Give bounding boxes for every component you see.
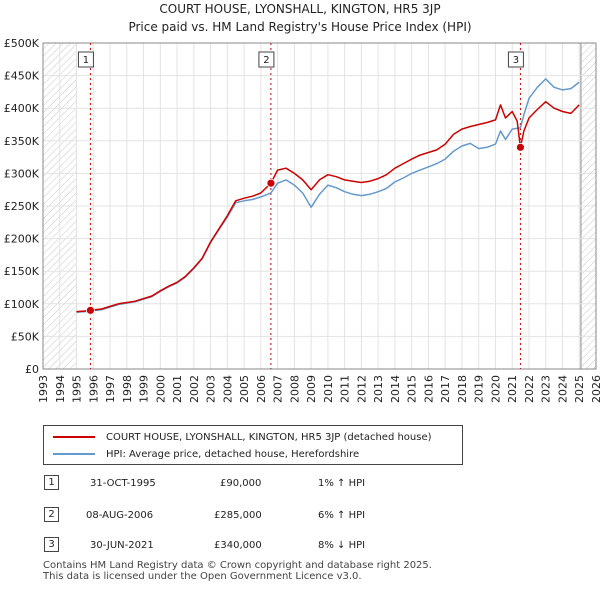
transaction-hpi-change: 1% ↑ HPI	[318, 478, 366, 489]
x-tick-label: 2023	[540, 375, 553, 403]
transaction-number-badge: 3	[44, 537, 59, 552]
legend: COURT HOUSE, LYONSHALL, KINGTON, HR5 3JP…	[43, 425, 463, 465]
transaction-row: 2 08-AUG-2006 £285,000 6% ↑ HPI	[0, 507, 600, 527]
x-tick-label: 2021	[506, 375, 519, 403]
x-tick-label: 2019	[473, 375, 486, 403]
legend-item-hpi: HPI: Average price, detached house, Here…	[53, 447, 359, 461]
x-tick-label: 2026	[590, 375, 600, 403]
x-tick-label: 2017	[439, 375, 452, 403]
price-chart: COURT HOUSE, LYONSHALL, KINGTON, HR5 3JP…	[4, 2, 600, 403]
y-tick-label: £300K	[4, 167, 40, 180]
legend-label-property: COURT HOUSE, LYONSHALL, KINGTON, HR5 3JP…	[106, 431, 432, 443]
x-tick-label: 2012	[355, 375, 368, 403]
transaction-number-badge: 2	[44, 507, 59, 522]
x-tick-label: 2011	[339, 375, 352, 403]
x-tick-label: 1993	[37, 375, 50, 403]
transaction-date: 31-OCT-1995	[90, 478, 156, 489]
y-tick-label: £50K	[11, 330, 40, 343]
x-tick-label: 1995	[71, 375, 84, 403]
chart-subtitle: Price paid vs. HM Land Registry's House …	[128, 20, 471, 34]
x-tick-label: 2004	[221, 375, 234, 403]
footer-copyright: Contains HM Land Registry data © Crown c…	[43, 560, 432, 571]
y-tick-label: £200K	[4, 233, 40, 246]
x-tick-label: 2020	[489, 375, 502, 403]
x-tick-label: 1998	[121, 375, 134, 403]
y-tick-label: £350K	[4, 135, 40, 148]
y-tick-label: £250K	[4, 200, 40, 213]
y-tick-label: £150K	[4, 265, 40, 278]
sale-point-marker	[516, 142, 525, 152]
transaction-row: 1 31-OCT-1995 £90,000 1% ↑ HPI	[0, 475, 600, 495]
sale-marker-label: 3	[513, 55, 519, 66]
x-tick-label: 2008	[288, 375, 301, 403]
x-tick-label: 2014	[389, 375, 402, 403]
transaction-price: £90,000	[220, 478, 262, 489]
x-tick-label: 2024	[556, 375, 569, 403]
x-tick-label: 2025	[573, 375, 586, 403]
x-tick-label: 2010	[322, 375, 335, 403]
chart-title: COURT HOUSE, LYONSHALL, KINGTON, HR5 3JP	[159, 2, 440, 16]
legend-swatch-property	[53, 436, 95, 438]
property-price-line	[76, 100, 580, 313]
sale-marker-badge	[507, 51, 524, 68]
legend-item-property: COURT HOUSE, LYONSHALL, KINGTON, HR5 3JP…	[53, 430, 432, 444]
x-tick-label: 1994	[54, 375, 67, 403]
x-tick-label: 2018	[456, 375, 469, 403]
sale-marker-label: 2	[263, 55, 269, 66]
y-tick-label: £450K	[4, 70, 40, 83]
x-tick-label: 2001	[171, 375, 184, 403]
x-tick-label: 2005	[238, 375, 251, 403]
transaction-row: 3 30-JUN-2021 £340,000 8% ↓ HPI	[0, 537, 600, 557]
footer: Contains HM Land Registry data © Crown c…	[43, 560, 432, 582]
transaction-price: £285,000	[214, 510, 262, 521]
x-tick-label: 2002	[188, 375, 201, 403]
sale-marker-label: 1	[83, 55, 89, 66]
transaction-date: 30-JUN-2021	[90, 540, 154, 551]
plot-area	[42, 42, 597, 370]
x-tick-label: 2006	[255, 375, 268, 403]
transaction-hpi-change: 8% ↓ HPI	[318, 540, 366, 551]
footer-licence: This data is licensed under the Open Gov…	[43, 571, 362, 582]
x-tick-label: 2003	[205, 375, 218, 403]
transaction-hpi-change: 6% ↑ HPI	[318, 510, 366, 521]
sale-marker-badge	[77, 51, 94, 68]
x-tick-label: 2016	[422, 375, 435, 403]
y-tick-label: £100K	[4, 298, 40, 311]
x-tick-label: 1999	[138, 375, 151, 403]
legend-swatch-hpi	[53, 453, 95, 455]
sale-point-marker	[266, 178, 276, 188]
y-tick-label: £500K	[4, 37, 40, 50]
x-tick-label: 1996	[87, 375, 100, 403]
transaction-number-badge: 1	[44, 475, 59, 490]
sale-point-marker	[86, 305, 95, 315]
x-tick-label: 2022	[523, 375, 536, 403]
x-tick-label: 2015	[406, 375, 419, 403]
x-tick-label: 2013	[372, 375, 385, 403]
x-tick-label: 2009	[305, 375, 318, 403]
y-tick-label: £0	[25, 363, 39, 376]
transaction-date: 08-AUG-2006	[86, 510, 154, 521]
transaction-price: £340,000	[214, 540, 262, 551]
sale-marker-badge	[258, 51, 275, 68]
x-tick-label: 2000	[154, 375, 167, 403]
x-tick-label: 1997	[104, 375, 117, 403]
y-tick-label: £400K	[4, 102, 40, 115]
legend-label-hpi: HPI: Average price, detached house, Here…	[106, 448, 360, 460]
x-tick-label: 2007	[272, 375, 285, 403]
